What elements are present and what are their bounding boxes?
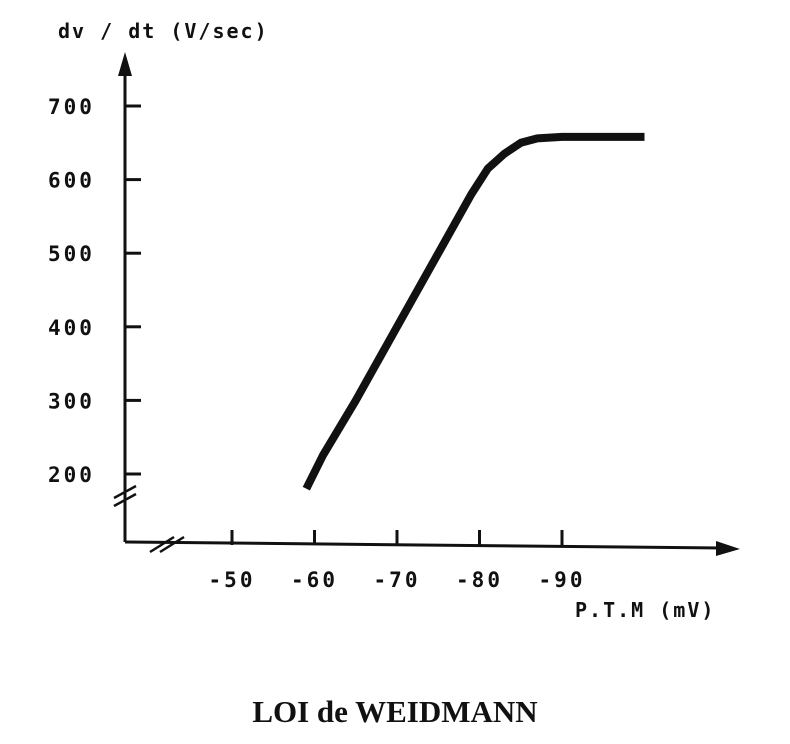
- y-tick-label: 400: [48, 316, 95, 340]
- x-tick-label: -70: [374, 568, 421, 592]
- y-axis-arrow: [118, 52, 132, 76]
- x-tick-label: -50: [209, 568, 256, 592]
- y-axis-break: [113, 484, 137, 508]
- x-tick-label: -90: [539, 568, 586, 592]
- y-axis-title: dv / dt (V/sec): [58, 19, 269, 43]
- series-line: [302, 132, 645, 491]
- y-tick-label: 200: [48, 463, 95, 487]
- series-group: [302, 132, 645, 491]
- x-tick-label: -80: [456, 568, 503, 592]
- y-tick-label: 500: [48, 242, 95, 266]
- y-ticks: 200 300 400 500 600 700: [48, 95, 141, 487]
- x-axis-break: [149, 535, 185, 554]
- x-tick-label: -60: [291, 568, 338, 592]
- x-axis-title: P.T.M (mV): [575, 598, 715, 622]
- x-ticks: -50 -60 -70 -80 -90: [209, 530, 586, 592]
- figure-caption: LOI de WEIDMANN: [252, 694, 538, 729]
- y-tick-label: 300: [48, 389, 95, 413]
- x-axis-line: [124, 540, 723, 550]
- y-tick-label: 600: [48, 169, 95, 193]
- y-tick-label: 700: [48, 95, 95, 119]
- x-axis-arrow: [716, 541, 740, 556]
